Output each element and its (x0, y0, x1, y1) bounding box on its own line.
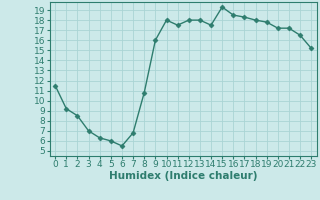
X-axis label: Humidex (Indice chaleur): Humidex (Indice chaleur) (109, 171, 258, 181)
